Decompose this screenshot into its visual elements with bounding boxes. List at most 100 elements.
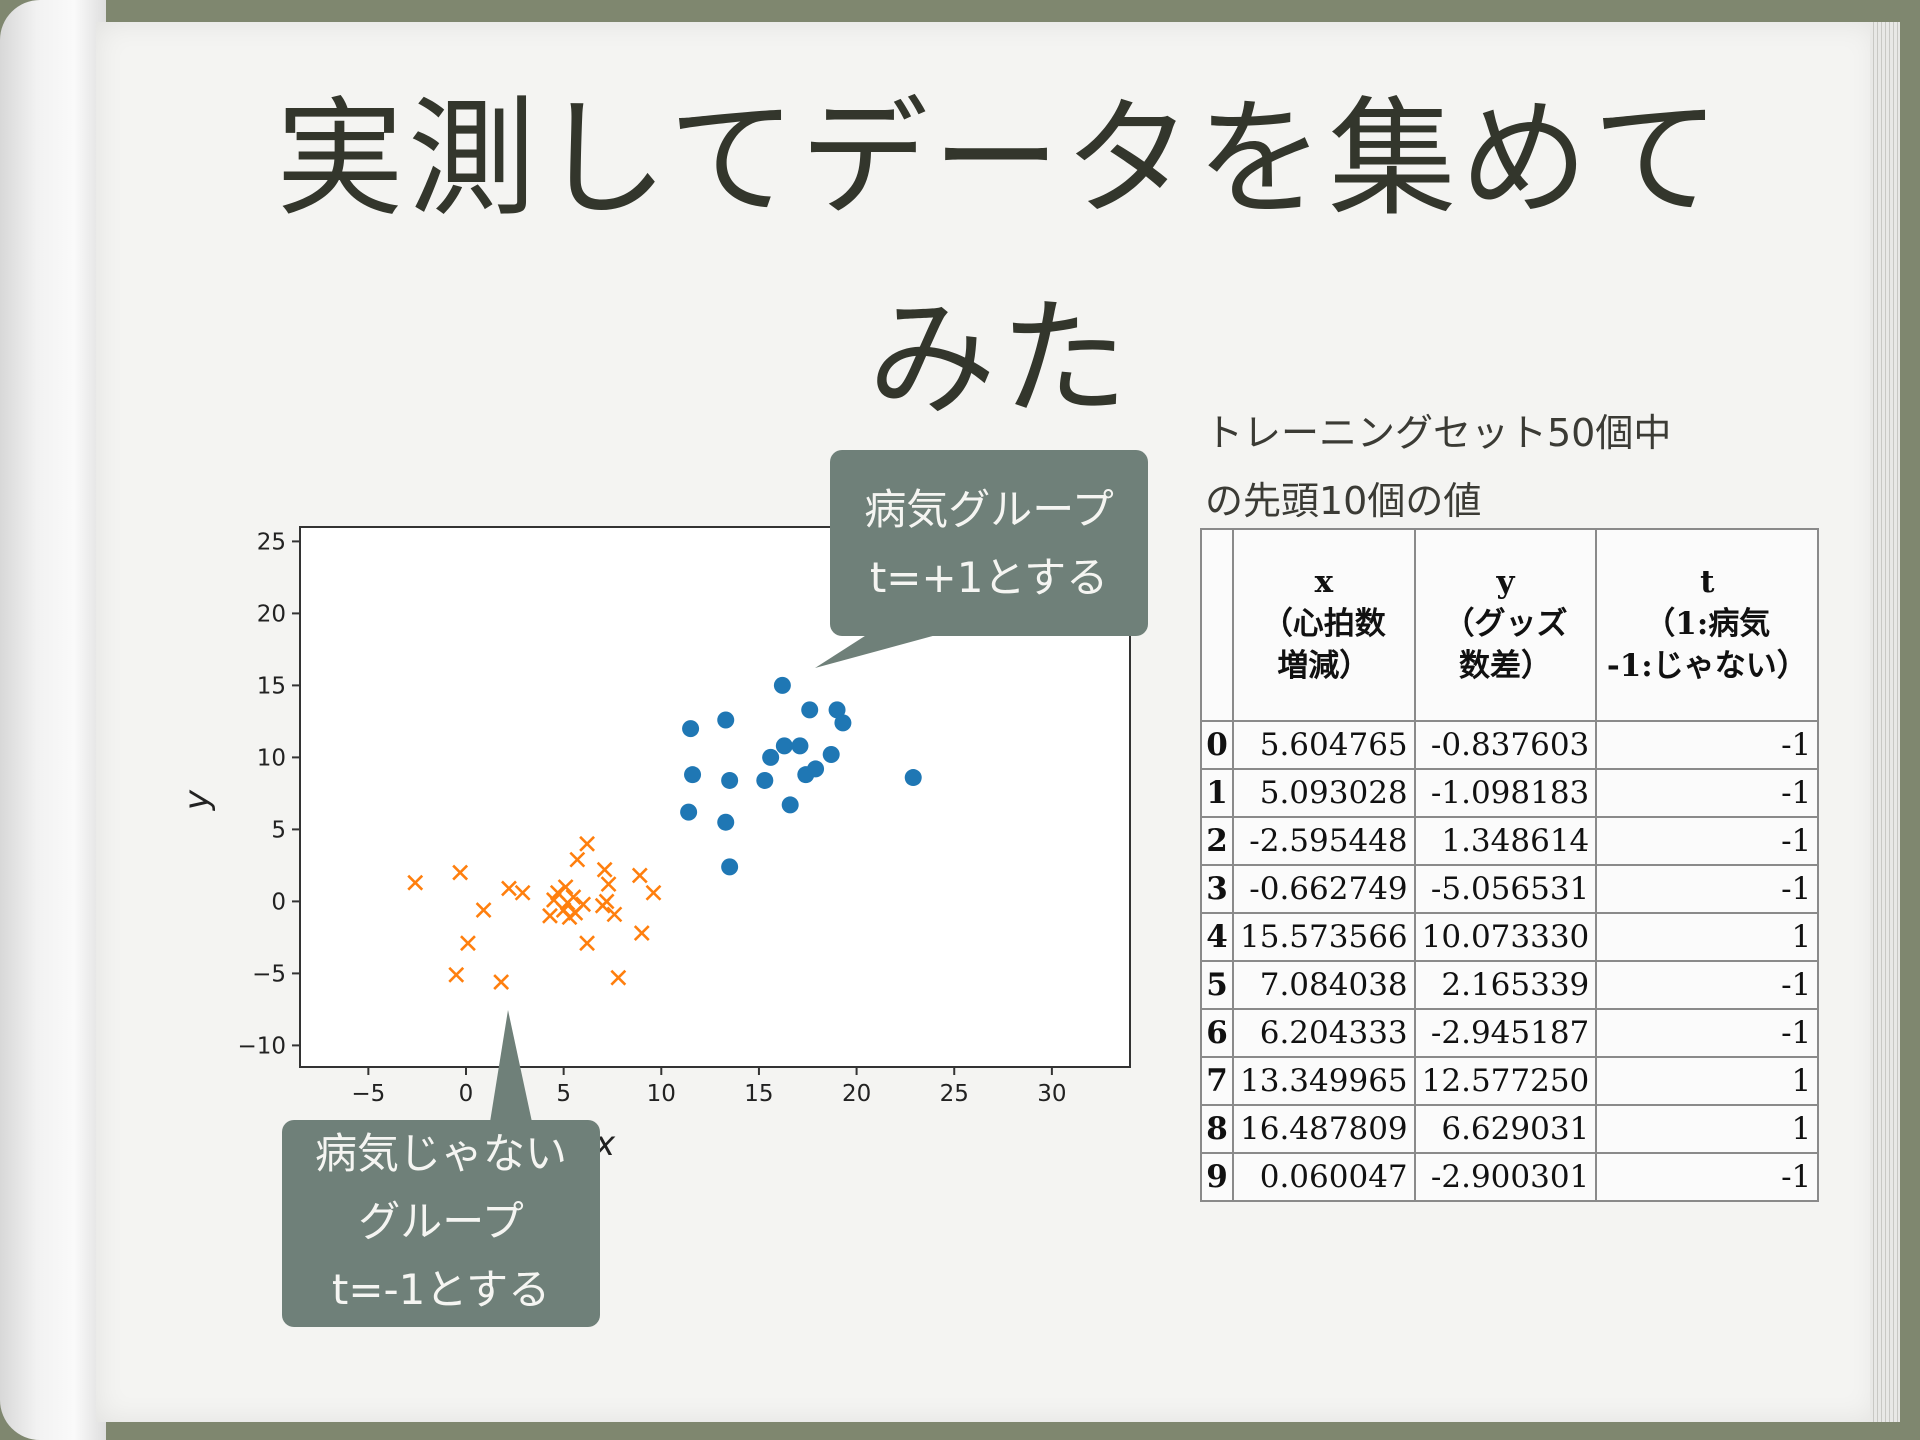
data-point-x (645, 884, 662, 901)
cell-index: 1 (1200, 768, 1234, 818)
cell-y: -2.900301 (1413, 1152, 1598, 1202)
callout-healthy-line-1: 病気じゃない (314, 1129, 567, 1178)
x-tick-label: 0 (459, 1081, 474, 1107)
x-tick-label: 25 (940, 1081, 969, 1107)
cell-t: -1 (1595, 1152, 1820, 1202)
cell-y: 1.348614 (1413, 816, 1598, 866)
table-row: 0 5.604765 -0.837603 -1 (1200, 720, 1820, 770)
cell-x: 5.604765 (1232, 720, 1416, 770)
cell-x: 0.060047 (1232, 1152, 1416, 1202)
callout-sick-group: 病気グループ t=+1とする (830, 450, 1148, 636)
data-point-circle (721, 858, 739, 876)
slide-title-line-1: 実測してデータを集めて (275, 85, 1725, 234)
data-point-circle (807, 760, 825, 778)
slide-title-line-2: みた (867, 285, 1132, 434)
y-axis-label: y (177, 789, 217, 811)
data-point-circle (822, 746, 840, 764)
y-tick-label: 15 (257, 673, 286, 699)
data-point-circle (781, 796, 799, 814)
callout-sick-tail (815, 634, 940, 668)
callout-healthy-line-3: t=-1とする (331, 1265, 551, 1314)
training-data-table: x （心拍数 増減） y （グッズ 数差） t （1:病気 -1:じゃない） 0… (1200, 528, 1820, 1202)
data-point-circle (684, 766, 702, 784)
header-x-desc-1: （心拍数 (1261, 606, 1386, 643)
header-index (1200, 528, 1234, 722)
table-row: 5 7.084038 2.165339 -1 (1200, 960, 1820, 1010)
header-x-name: x (1314, 564, 1334, 601)
table-row: 3 -0.662749 -5.056531 -1 (1200, 864, 1820, 914)
data-point-x (407, 874, 424, 891)
callout-sick-line-1: 病気グループ (864, 485, 1114, 534)
callout-sick-line-2: t=+1とする (869, 553, 1109, 602)
header-t-desc-2: -1:じゃない） (1606, 647, 1808, 684)
cell-t: -1 (1595, 816, 1820, 866)
data-point-x (633, 925, 650, 941)
cell-x: -2.595448 (1232, 816, 1416, 866)
cell-index: 2 (1200, 816, 1234, 866)
x-tick-label: 30 (1037, 1081, 1066, 1107)
cell-t: 1 (1595, 1056, 1820, 1106)
header-y: y （グッズ 数差） (1413, 528, 1598, 722)
header-t: t （1:病気 -1:じゃない） (1595, 528, 1820, 722)
data-point-circle (680, 803, 698, 821)
data-point-circle (791, 737, 809, 755)
data-point-circle (717, 813, 735, 831)
table-row: 7 13.349965 12.577250 1 (1200, 1056, 1820, 1106)
data-point-circle (756, 771, 774, 789)
cell-index: 3 (1200, 864, 1234, 914)
cell-x: 5.093028 (1232, 768, 1416, 818)
data-point-x (557, 879, 574, 895)
data-point-x (565, 889, 582, 905)
x-tick-label: −5 (351, 1081, 385, 1107)
table-caption-line-1: トレーニングセット50個中 (1205, 411, 1672, 455)
y-tick-label: 25 (257, 529, 286, 555)
table-header-row: x （心拍数 増減） y （グッズ 数差） t （1:病気 -1:じゃない） (1200, 528, 1820, 722)
cell-t: 1 (1595, 1104, 1820, 1154)
cell-t: -1 (1595, 864, 1820, 914)
cell-y: 10.073330 (1413, 912, 1598, 962)
y-tick-label: 5 (271, 817, 286, 843)
data-point-circle (721, 771, 739, 789)
data-point-circle (775, 737, 793, 755)
data-point-x (631, 867, 648, 884)
data-point-x (610, 969, 627, 986)
y-tick-label: 10 (257, 745, 286, 771)
cell-index: 0 (1200, 720, 1234, 770)
cell-y: 12.577250 (1413, 1056, 1598, 1106)
table-row: 4 15.573566 10.073330 1 (1200, 912, 1820, 962)
y-tick-label: 0 (271, 889, 286, 915)
cell-t: 1 (1595, 912, 1820, 962)
cell-x: 6.204333 (1232, 1008, 1416, 1058)
cell-x: 13.349965 (1232, 1056, 1416, 1106)
data-point-x (600, 876, 617, 893)
table-caption-line-2: の先頭10個の値 (1205, 479, 1482, 523)
cell-x: 16.487809 (1232, 1104, 1416, 1154)
cell-x: 7.084038 (1232, 960, 1416, 1010)
cell-y: -0.837603 (1413, 720, 1598, 770)
callout-healthy-line-2: グループ (358, 1197, 524, 1246)
cell-t: -1 (1595, 720, 1820, 770)
cell-index: 9 (1200, 1152, 1234, 1202)
header-x-desc-2: 増減） (1277, 647, 1371, 684)
data-point-x (598, 893, 615, 910)
cell-index: 7 (1200, 1056, 1234, 1106)
data-point-x (501, 880, 517, 897)
data-point-x (579, 935, 596, 952)
data-point-circle (773, 676, 791, 694)
cell-t: -1 (1595, 1008, 1820, 1058)
cell-y: -1.098183 (1413, 768, 1598, 818)
y-tick-label: −5 (252, 961, 286, 987)
table-row: 2 -2.595448 1.348614 -1 (1200, 816, 1820, 866)
callout-healthy-group: 病気じゃない グループ t=-1とする (282, 1120, 600, 1327)
cell-y: 2.165339 (1413, 960, 1598, 1010)
data-point-x (493, 974, 510, 990)
data-point-x (596, 861, 613, 878)
data-point-circle (682, 720, 700, 738)
data-point-circle (762, 748, 780, 766)
header-t-name: t (1700, 564, 1715, 601)
data-point-circle (717, 711, 735, 729)
header-y-desc-1: （グッズ (1443, 606, 1568, 643)
table-row: 8 16.487809 6.629031 1 (1200, 1104, 1820, 1154)
cell-y: 6.629031 (1413, 1104, 1598, 1154)
